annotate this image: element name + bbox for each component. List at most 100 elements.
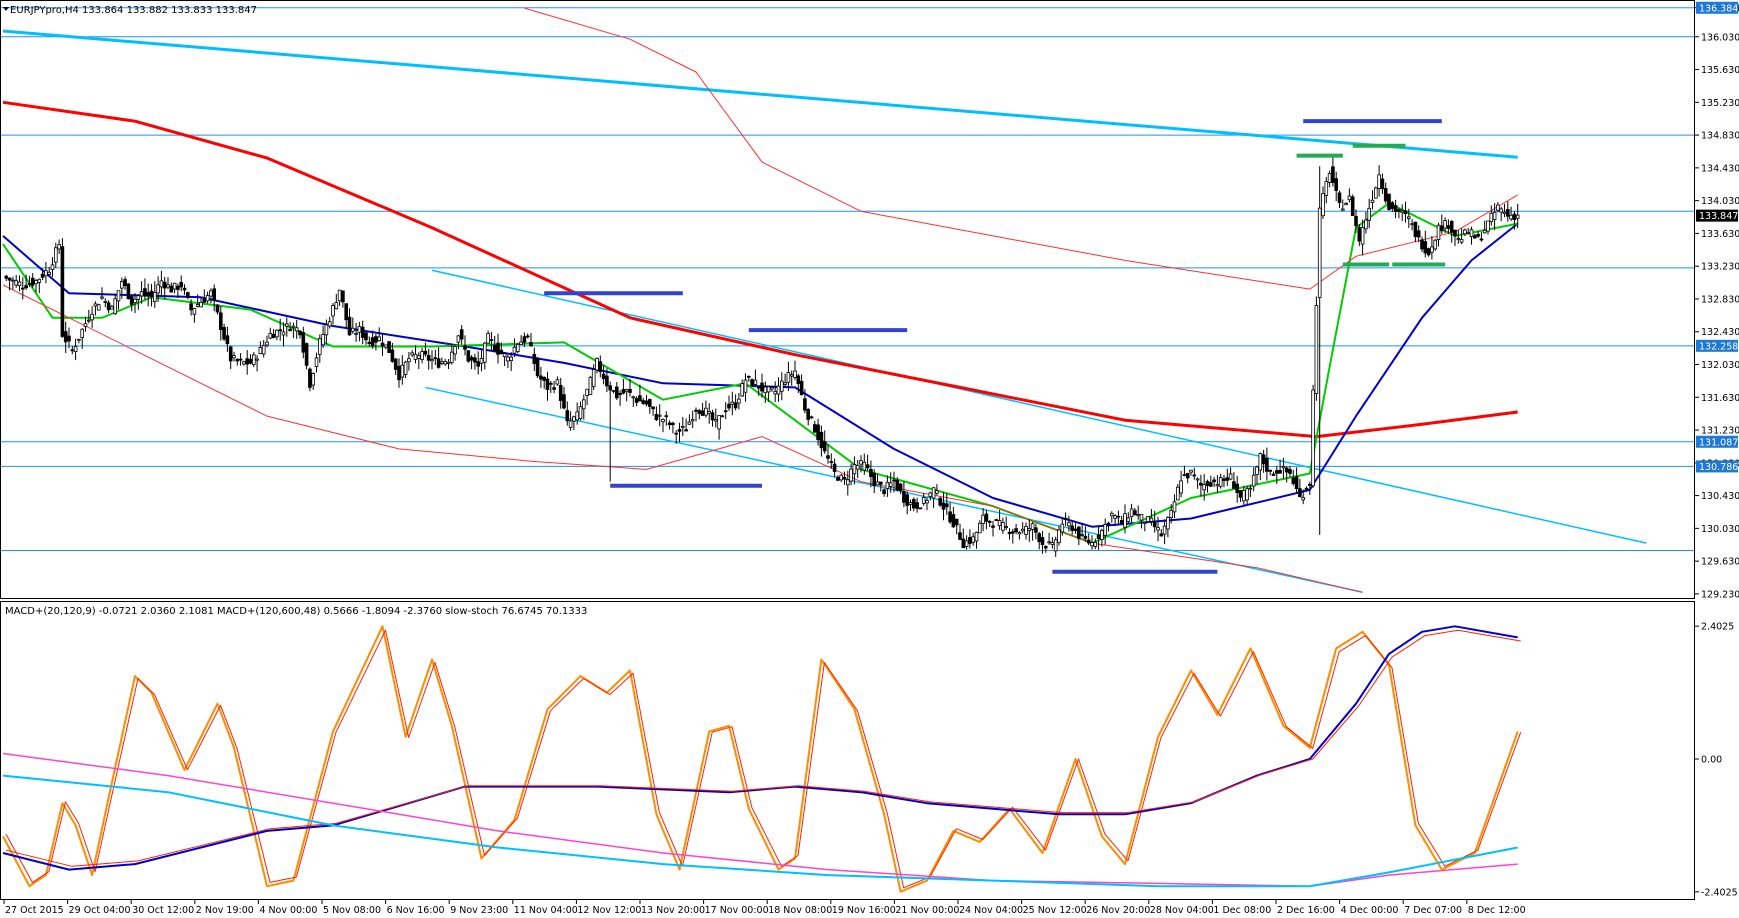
candle-body	[1242, 490, 1246, 502]
candle-body	[1324, 181, 1329, 196]
candle-body	[1476, 233, 1480, 237]
candle-body	[1321, 193, 1325, 217]
candle-body	[1169, 510, 1174, 519]
indicator-panel[interactable]: MACD+(20,120,9) -0.0721 2.0360 2.1081 MA…	[0, 601, 1695, 900]
candle-body	[1288, 469, 1292, 474]
time-tick-label: 6 Nov 16:00	[387, 905, 445, 916]
candle-body	[1347, 195, 1352, 201]
candle-body	[162, 281, 167, 289]
candle-body	[740, 383, 744, 397]
candle-body	[1100, 529, 1104, 540]
candle-body	[1007, 532, 1012, 535]
candle-body	[714, 419, 718, 422]
price-panel[interactable]: EURJPYpro,H4 133.864 133.882 133.833 133…	[0, 0, 1695, 599]
candle-body	[931, 487, 936, 499]
candle-body	[255, 358, 259, 361]
candle-body	[228, 346, 233, 362]
candle-body	[440, 361, 444, 364]
price-tag-label: 133.847	[1699, 211, 1738, 222]
candle-body	[347, 316, 352, 336]
candle-body	[974, 531, 979, 542]
candle-body	[268, 332, 273, 339]
candle-body	[321, 334, 325, 346]
time-tick-label: 19 Nov 16:00	[832, 905, 896, 916]
candle-body	[872, 472, 876, 487]
candle-body	[1453, 229, 1457, 237]
price-panel-frame	[0, 0, 1695, 599]
candle-body	[829, 461, 834, 463]
candle-body	[723, 410, 728, 413]
time-tick-label: 27 Oct 2015	[5, 905, 64, 916]
candle-body	[420, 351, 424, 360]
candle-body	[961, 538, 966, 549]
candle-body	[337, 289, 342, 302]
candle-body	[1001, 522, 1005, 531]
candle-body	[555, 379, 560, 385]
candle-body	[1073, 528, 1078, 531]
candle-body	[1446, 225, 1451, 229]
indicator-axis: 2.4025 0.00 -2.4025	[1695, 622, 1738, 898]
candle-body	[1017, 532, 1022, 535]
horizontal-levels	[0, 7, 1695, 551]
candle-body	[291, 325, 296, 328]
candle-body	[496, 342, 500, 355]
collapse-triangle-icon[interactable]	[3, 7, 9, 11]
candle-body	[1515, 214, 1520, 219]
candle-body	[935, 490, 939, 494]
candle-body	[258, 347, 263, 354]
candle-body	[1327, 173, 1332, 183]
candle-body	[156, 284, 160, 294]
candle-body	[618, 393, 622, 395]
candle-body	[565, 410, 570, 422]
candle-body	[638, 395, 642, 402]
candle-body	[1436, 224, 1441, 240]
candle-body	[1433, 239, 1438, 250]
time-tick-label: 8 Dec 12:00	[1468, 905, 1526, 916]
candle-body	[1106, 522, 1111, 525]
candle-body	[700, 410, 705, 416]
candle-body	[987, 520, 992, 523]
candle-body	[166, 284, 170, 288]
candle-body	[981, 514, 985, 524]
candle-body	[1060, 523, 1065, 533]
candle-body	[377, 336, 381, 342]
candle-body	[697, 410, 702, 414]
candle-body	[271, 333, 276, 339]
time-tick-label: 18 Nov 08:00	[768, 905, 832, 916]
candle-body	[11, 279, 15, 282]
candle-body	[159, 280, 164, 288]
price-tick-label: 130.430	[1701, 491, 1739, 502]
candle-body	[796, 375, 801, 384]
candle-body	[595, 358, 599, 371]
candle-body	[341, 290, 345, 303]
indicator-header: MACD+(20,120,9) -0.0721 2.0360 2.1081 MA…	[5, 606, 587, 617]
candle-body	[47, 271, 51, 275]
candle-body	[664, 415, 669, 418]
candle-body	[1083, 535, 1088, 539]
candle-body	[176, 285, 180, 290]
candle-body	[1185, 472, 1190, 479]
candle-body	[1304, 487, 1309, 490]
candle-body	[120, 281, 124, 289]
candle-body	[780, 380, 784, 392]
candle-body	[902, 491, 906, 503]
candle-body	[773, 391, 777, 395]
candle-body	[816, 424, 820, 441]
candle-body	[1466, 232, 1471, 235]
candle-body	[766, 386, 771, 393]
candle-body	[809, 416, 814, 419]
candle-body	[690, 419, 695, 422]
candle-body	[641, 400, 645, 404]
candle-body	[783, 382, 787, 385]
candle-body	[288, 328, 292, 332]
price-tags: 136.384 133.847 132.258 131.087 130.786	[1696, 1, 1738, 473]
candle-body	[776, 385, 781, 395]
time-tick-label: 28 Nov 04:00	[1150, 905, 1214, 916]
candle-body	[1387, 193, 1391, 210]
price-tag-label: 136.384	[1699, 3, 1738, 14]
candle-body	[34, 280, 38, 285]
candle-body	[314, 357, 319, 367]
series-ma-blue	[2, 222, 1519, 528]
candle-body	[928, 492, 933, 497]
